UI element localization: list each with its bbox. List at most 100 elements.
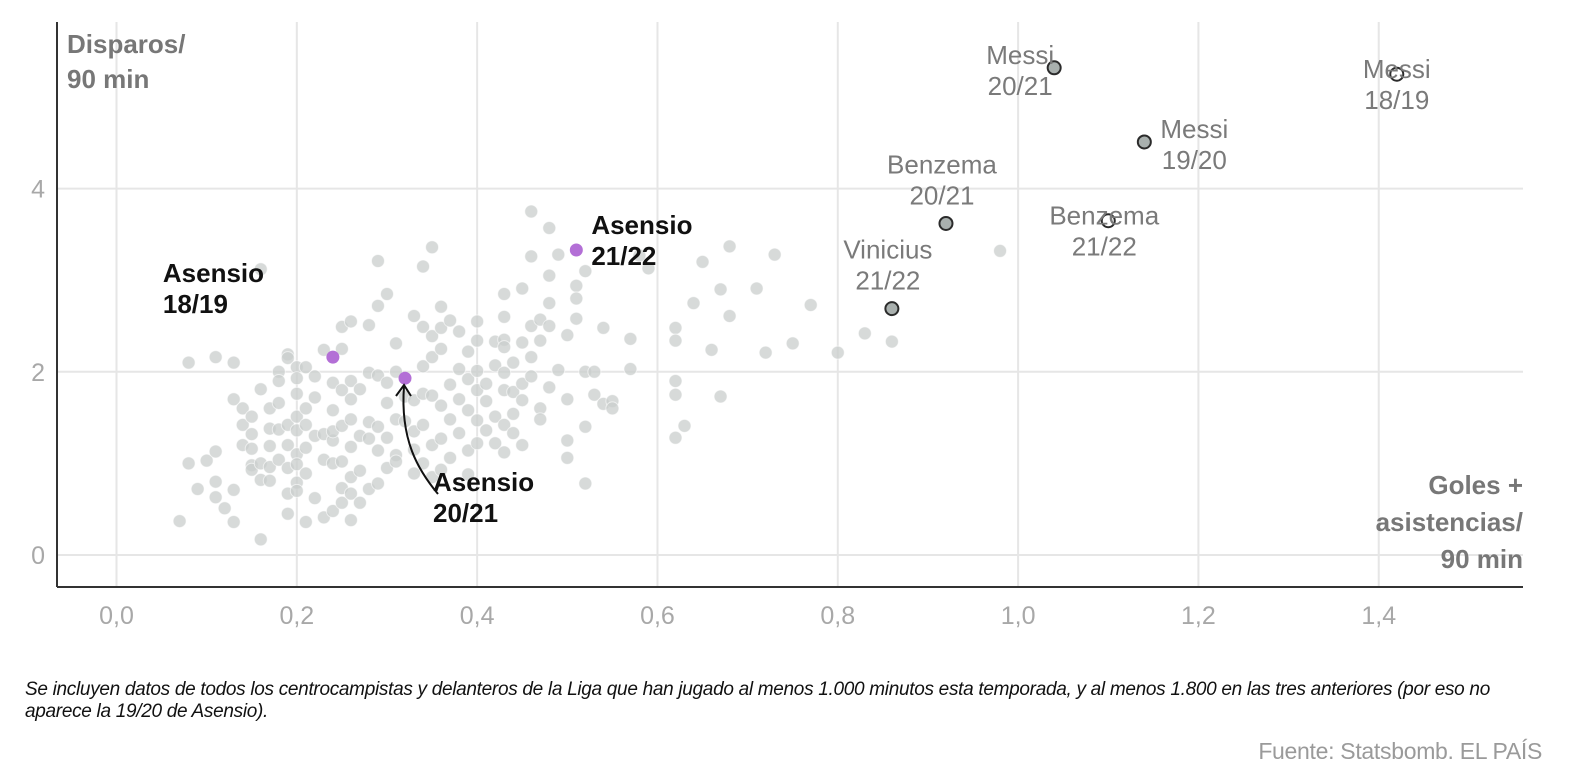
data-point [443,450,458,465]
data-point [686,296,701,311]
data-point [289,457,304,472]
data-point [298,466,313,481]
data-point [352,382,367,397]
data-point [226,514,241,529]
point-label: Asensio 18/19 [163,258,264,319]
data-point [488,436,503,451]
data-point [596,320,611,335]
data-point [461,372,476,387]
y-axis-title-line: Disparos/ [67,29,186,59]
data-point [370,419,385,434]
data-point [749,281,764,296]
data-point [271,395,286,410]
point-label: Messi 20/21 [986,40,1054,101]
data-point [298,360,313,375]
data-point [461,344,476,359]
y-tick-label: 4 [31,176,45,204]
data-point [533,333,548,348]
data-point [416,417,431,432]
data-point [325,375,340,390]
data-point [443,377,458,392]
x-tick-label: 1,4 [1361,602,1396,630]
data-point [343,392,358,407]
data-point [695,254,710,269]
data-point [587,387,602,402]
x-axis-title-line: asistencias/ [1375,507,1523,537]
data-point [262,438,277,453]
data-point [253,532,268,547]
highlighted-points [326,60,1405,385]
point-label-name: Asensio [433,467,534,497]
data-point [425,350,440,365]
point-label-season: 20/21 [988,71,1053,101]
data-point [479,376,494,391]
data-point [515,438,530,453]
data-point [515,393,530,408]
data-point [506,406,521,421]
data-point [217,501,232,516]
data-point [199,453,214,468]
data-point [434,341,449,356]
data-point [668,387,683,402]
data-point [857,326,872,341]
data-point [379,375,394,390]
data-point [271,373,286,388]
data-point [551,362,566,377]
data-point [181,456,196,471]
highlighted-point [1389,66,1405,82]
highlighted-point [938,215,954,231]
data-point [244,409,259,424]
data-point [677,418,692,433]
point-label-season: 21/22 [1072,232,1137,262]
data-point [569,291,584,306]
data-point [767,247,782,262]
data-point [704,342,719,357]
background-dots [172,204,1008,547]
data-point [452,362,467,377]
data-point [488,409,503,424]
point-label-name: Benzema [1049,201,1159,231]
x-tick-label: 0,8 [820,602,855,630]
data-point [434,299,449,314]
point-label: Benzema 20/21 [887,149,997,210]
data-point [280,506,295,521]
data-point [470,363,485,378]
x-axis-title-line: 90 min [1440,544,1523,574]
point-label-name: Messi [986,40,1054,70]
data-point [452,324,467,339]
grid [57,22,1523,587]
data-point [352,495,367,510]
data-point [443,313,458,328]
data-point [298,417,313,432]
data-point [497,286,512,301]
point-label-season: 20/21 [433,498,498,528]
data-point [271,452,286,467]
data-point [343,412,358,427]
data-point [434,320,449,335]
data-point [370,443,385,458]
point-label: Vinicius 21/22 [843,235,932,296]
x-tick-label: 1,0 [1001,602,1036,630]
data-point [325,503,340,518]
point-label-season: 18/19 [163,289,228,319]
data-point [316,342,331,357]
point-label-season: 18/19 [1364,85,1429,115]
data-point [515,376,530,391]
asensio-20-21-arrowhead [395,383,412,397]
data-point [416,259,431,274]
y-tick-label: 2 [31,359,45,387]
data-point [560,433,575,448]
data-point [244,427,259,442]
data-point [605,401,620,416]
data-point [343,439,358,454]
data-point [461,467,476,482]
data-point [361,431,376,446]
point-label-name: Asensio [591,210,692,240]
data-point [235,417,250,432]
point-label-name: Messi [1363,54,1431,84]
x-tick-label: 0,0 [99,602,134,630]
data-point [713,389,728,404]
data-point [343,373,358,388]
data-point [226,392,241,407]
